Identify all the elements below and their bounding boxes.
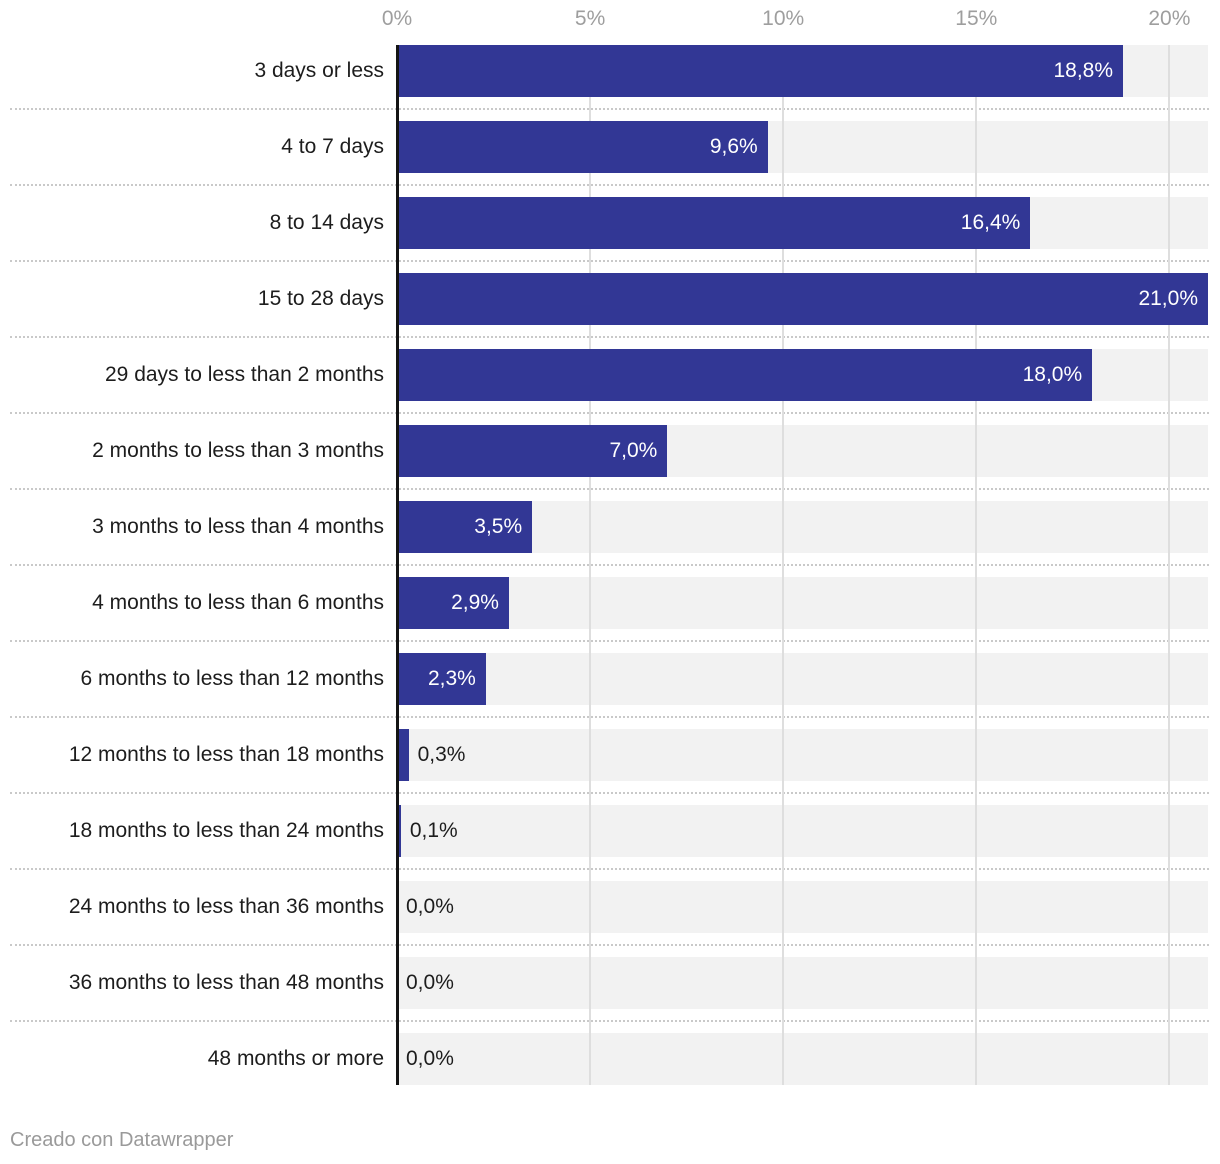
- row-separator: [10, 184, 1209, 186]
- bar-track: 3,5%: [397, 501, 1208, 553]
- chart-row: 29 days to less than 2 months 18,0%: [0, 349, 1220, 401]
- row-separator: [10, 108, 1209, 110]
- value-label: 18,0%: [1022, 363, 1083, 386]
- bar-track: 9,6%: [397, 121, 1208, 173]
- axis-tick-label: 15%: [955, 7, 998, 30]
- row-separator: [10, 716, 1209, 718]
- bar-track: 16,4%: [397, 197, 1208, 249]
- value-label: 0,3%: [417, 743, 466, 766]
- category-label: 48 months or more: [207, 1047, 384, 1070]
- bar-track: 7,0%: [397, 425, 1208, 477]
- bar-track: 21,0%: [397, 273, 1208, 325]
- bar-track: 0,0%: [397, 957, 1208, 1009]
- row-separator: [10, 944, 1209, 946]
- value-label: 0,1%: [409, 819, 458, 842]
- chart-row: 18 months to less than 24 months 0,1%: [0, 805, 1220, 857]
- value-label: 21,0%: [1138, 287, 1198, 310]
- row-separator: [10, 260, 1209, 262]
- axis-tick-label: 20%: [1148, 7, 1191, 30]
- value-label: 0,0%: [406, 971, 454, 994]
- zero-baseline: [396, 45, 399, 1085]
- category-label: 29 days to less than 2 months: [105, 363, 384, 386]
- row-separator: [10, 336, 1209, 338]
- chart-row: 4 to 7 days 9,6%: [0, 121, 1220, 173]
- value-label: 18,8%: [1053, 59, 1114, 82]
- chart-row: 24 months to less than 36 months 0,0%: [0, 881, 1220, 933]
- chart-row: 15 to 28 days 21,0%: [0, 273, 1220, 325]
- bar: 7,0%: [397, 425, 668, 477]
- bar-track: 2,9%: [397, 577, 1208, 629]
- bar: [397, 729, 409, 781]
- bar-track: 18,8%: [397, 45, 1208, 97]
- category-label: 6 months to less than 12 months: [80, 667, 384, 690]
- bar: 18,8%: [397, 45, 1124, 97]
- chart-row: 8 to 14 days 16,4%: [0, 197, 1220, 249]
- bar: 3,5%: [397, 501, 533, 553]
- category-label: 3 days or less: [254, 59, 384, 82]
- row-separator: [10, 640, 1209, 642]
- chart-row: 2 months to less than 3 months 7,0%: [0, 425, 1220, 477]
- bar-track: 0,0%: [397, 1033, 1208, 1085]
- row-separator: [10, 1020, 1209, 1022]
- value-label: 16,4%: [960, 211, 1021, 234]
- bar-track: 0,1%: [397, 805, 1208, 857]
- category-label: 4 to 7 days: [281, 135, 384, 158]
- category-label: 4 months to less than 6 months: [92, 591, 384, 614]
- value-label: 3,5%: [474, 515, 523, 538]
- value-label: 9,6%: [709, 135, 758, 158]
- value-label: 0,0%: [406, 895, 454, 918]
- row-separator: [10, 868, 1209, 870]
- value-label: 0,0%: [406, 1047, 454, 1070]
- bar: 2,3%: [397, 653, 486, 705]
- category-label: 15 to 28 days: [257, 287, 384, 310]
- bar: 18,0%: [397, 349, 1093, 401]
- value-label: 2,3%: [427, 667, 476, 690]
- row-separator: [10, 488, 1209, 490]
- category-label: 18 months to less than 24 months: [68, 819, 384, 842]
- row-separator: [10, 412, 1209, 414]
- chart-row: 4 months to less than 6 months 2,9%: [0, 577, 1220, 629]
- axis-tick-label: 5%: [574, 7, 606, 30]
- gridline: [975, 45, 978, 1085]
- chart-row: 3 days or less 18,8%: [0, 45, 1220, 97]
- bar: 2,9%: [397, 577, 509, 629]
- bar-track: 2,3%: [397, 653, 1208, 705]
- axis-tick-label: 0%: [381, 7, 413, 30]
- chart-row: 3 months to less than 4 months 3,5%: [0, 501, 1220, 553]
- category-label: 36 months to less than 48 months: [68, 971, 384, 994]
- bar-track: 0,0%: [397, 881, 1208, 933]
- chart-row: 6 months to less than 12 months 2,3%: [0, 653, 1220, 705]
- category-label: 24 months to less than 36 months: [68, 895, 384, 918]
- bar: 16,4%: [397, 197, 1031, 249]
- bar: 9,6%: [397, 121, 768, 173]
- chart-row: 12 months to less than 18 months 0,3%: [0, 729, 1220, 781]
- category-label: 8 to 14 days: [269, 211, 384, 234]
- gridline: [782, 45, 785, 1085]
- chart-row: 36 months to less than 48 months 0,0%: [0, 957, 1220, 1009]
- bar-track: 0,3%: [397, 729, 1208, 781]
- category-label: 3 months to less than 4 months: [92, 515, 384, 538]
- chart-row: 48 months or more 0,0%: [0, 1033, 1220, 1085]
- axis-tick-label: 10%: [762, 7, 805, 30]
- category-label: 2 months to less than 3 months: [92, 439, 384, 462]
- category-label: 12 months to less than 18 months: [68, 743, 384, 766]
- gridline: [589, 45, 592, 1085]
- gridline: [1168, 45, 1171, 1085]
- bar: 21,0%: [397, 273, 1208, 325]
- value-label: 7,0%: [609, 439, 658, 462]
- bar-track: 18,0%: [397, 349, 1208, 401]
- row-separator: [10, 792, 1209, 794]
- value-label: 2,9%: [451, 591, 499, 614]
- row-separator: [10, 564, 1209, 566]
- attribution: Creado con Datawrapper: [10, 1129, 234, 1151]
